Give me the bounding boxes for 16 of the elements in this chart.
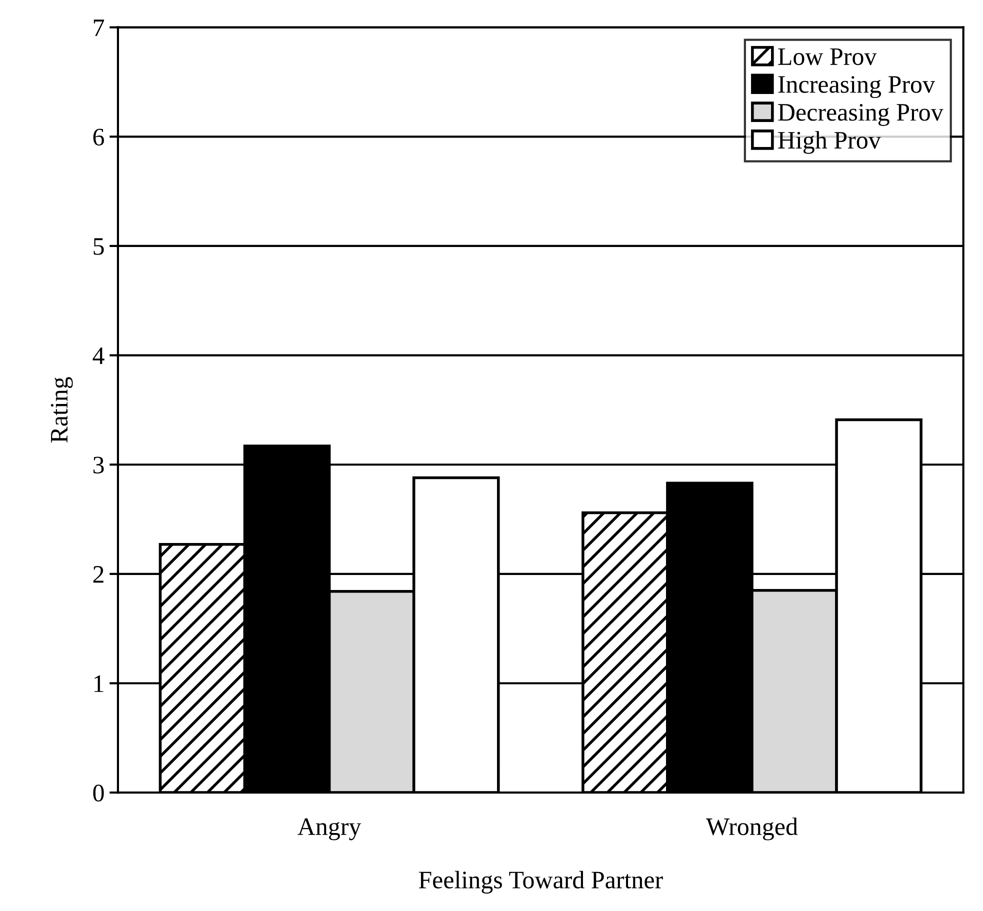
legend-label: Decreasing Prov [778,104,944,126]
y-tick-label: 6 [93,128,104,146]
x-axis-title: Feelings Toward Partner [418,870,663,894]
y-tick-label: 1 [94,675,104,692]
y-tick-label: 5 [94,238,104,255]
legend-label: Low Prov [778,48,877,66]
y-tick-label: 7 [94,20,104,36]
y-tick-label: 2 [93,566,104,583]
y-tick-label: 4 [92,348,104,364]
y-tick-label: 3 [93,456,104,474]
legend-label: Increasing Prov [778,76,936,98]
x-tick-label: Wronged [706,818,798,840]
x-tick-label: Angry [298,818,362,840]
y-tick-label: 0 [93,784,104,802]
y-axis-title: Rating [50,377,73,443]
legend-label: High Prov [778,131,881,154]
